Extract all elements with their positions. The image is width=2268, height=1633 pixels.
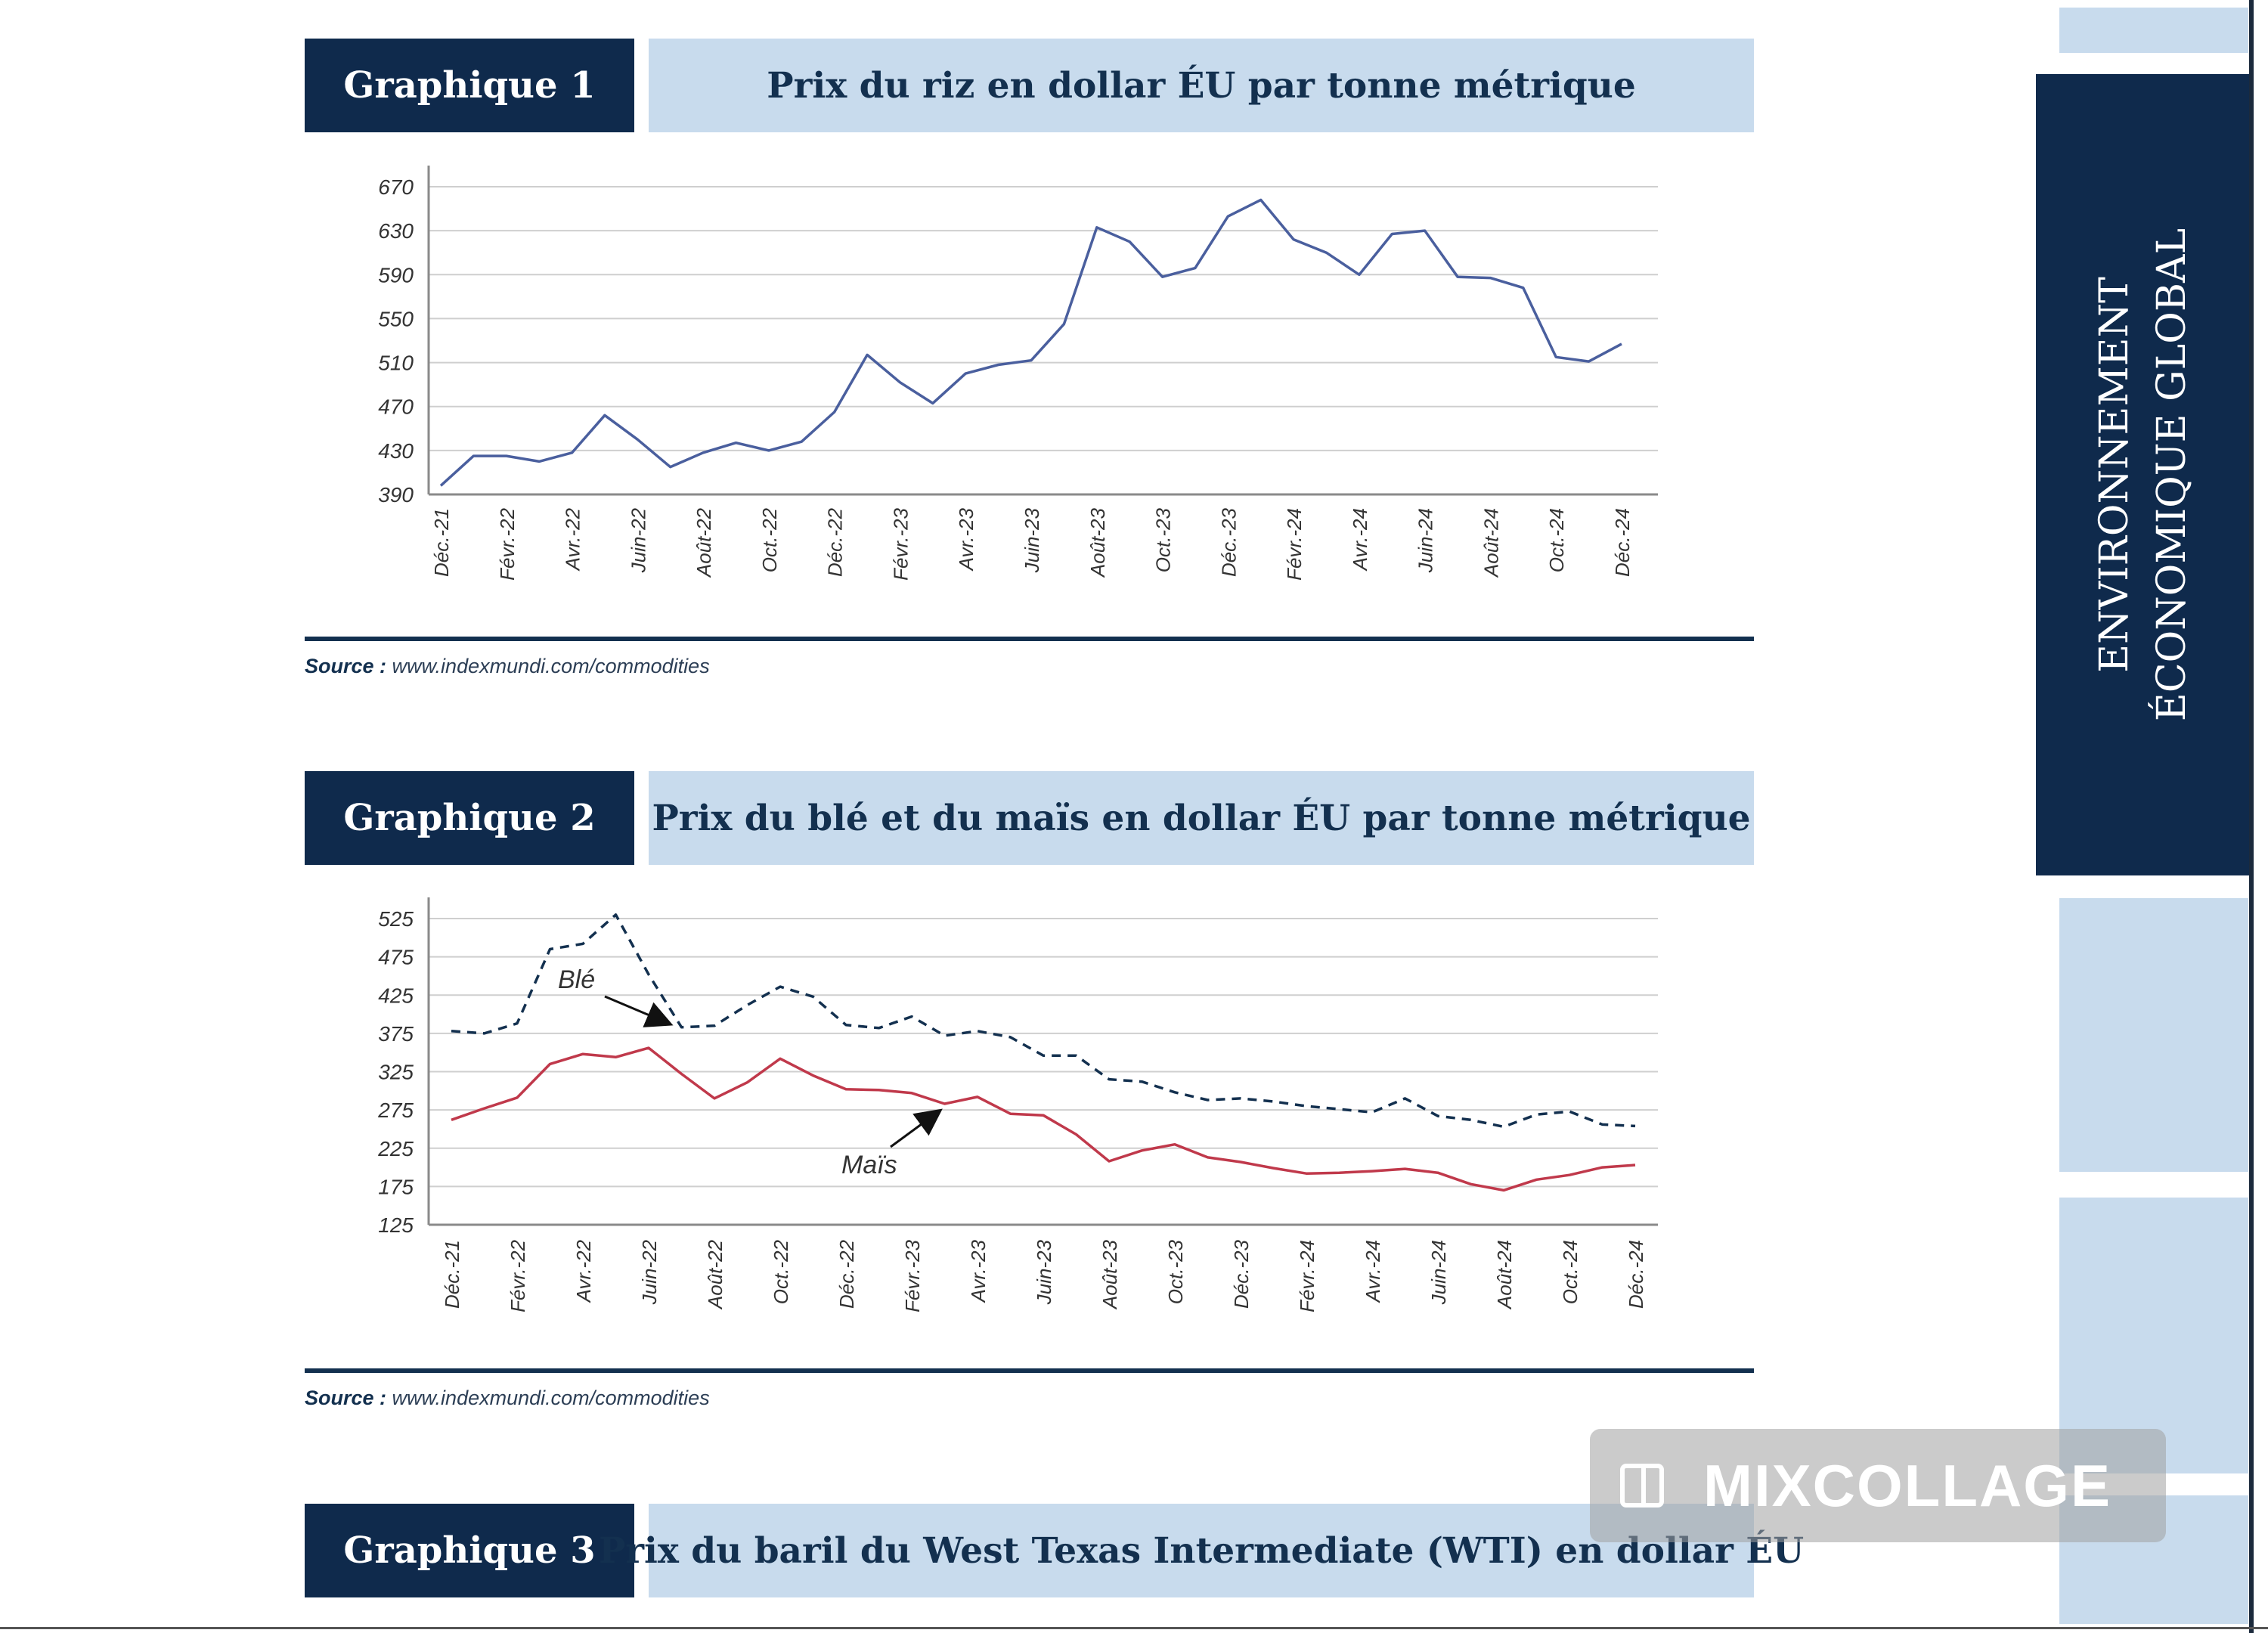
rice-x-tick-label: Juin-24 — [1414, 508, 1437, 573]
section-title-line1: ENVIRONNEMENT — [2092, 277, 2137, 673]
grain-series-mas — [451, 1046, 1636, 1192]
sidebar-tab-top — [2059, 8, 2248, 53]
rice-y-tick-label: 590 — [378, 263, 414, 287]
annotation-mais-label: Maïs — [841, 1151, 897, 1179]
annotation-ble-arrow — [604, 995, 674, 1027]
rice-x-tick-label: Févr.-24 — [1283, 508, 1306, 581]
section-sidebar: ENVIRONNEMENT ÉCONOMIQUE GLOBAL — [2036, 74, 2251, 875]
grain-x-tick-label: Août-22 — [704, 1239, 727, 1310]
grain-x-tick-label: Avr.-24 — [1362, 1240, 1384, 1303]
section-title-line2: ÉCONOMIQUE GLOBAL — [2149, 228, 2195, 722]
graph-2-label: Graphique 2 — [305, 771, 634, 865]
graph-3-label: Graphique 3 — [305, 1504, 634, 1597]
grain-x-tick-label: Avr.-23 — [967, 1239, 990, 1303]
grain-series-bl — [451, 913, 1636, 1129]
grain-x-tick-label: Oct.-23 — [1164, 1239, 1187, 1304]
grain-x-tick-label: Avr.-22 — [572, 1239, 595, 1303]
grain-x-tick-label: Déc.-22 — [835, 1239, 858, 1309]
rice-x-tick-label: Août-23 — [1086, 507, 1109, 578]
graph-1-header: Graphique 1 Prix du riz en dollar ÉU par… — [305, 39, 1754, 132]
grain-y-tick-label: 475 — [378, 946, 414, 969]
grain-x-tick-label: Févr.-23 — [901, 1239, 924, 1312]
grain-x-tick-label: Août-24 — [1493, 1240, 1516, 1310]
rice-y-tick-label: 670 — [378, 175, 414, 199]
rice-x-tick-label: Juin-23 — [1021, 507, 1043, 573]
rice-x-tick-label: Août-22 — [692, 507, 715, 578]
grain-y-tick-label: 175 — [378, 1175, 414, 1198]
graph-3-header: Graphique 3 Prix du baril du West Texas … — [305, 1504, 1804, 1597]
source-url: www.indexmundi.com/commodities — [392, 1387, 710, 1409]
grain-y-tick-label: 125 — [378, 1213, 414, 1237]
grain-x-tick-label: Déc.-23 — [1230, 1239, 1253, 1309]
source-url: www.indexmundi.com/commodities — [392, 655, 710, 677]
rice-x-tick-label: Déc.-21 — [430, 508, 453, 577]
chart-2-source: Source : www.indexmundi.com/commodities — [305, 1387, 710, 1410]
annotation-mais-arrow — [890, 1108, 943, 1148]
graph-2-title: Prix du blé et du maïs en dollar ÉU par … — [649, 771, 1754, 865]
graph-1-title: Prix du riz en dollar ÉU par tonne métri… — [649, 39, 1754, 132]
sidebar-edge-line — [2249, 0, 2254, 1633]
grain-x-tick-label: Févr.-24 — [1296, 1240, 1318, 1312]
grain-x-tick-label: Déc.-24 — [1625, 1240, 1647, 1309]
rice-x-tick-label: Déc.-24 — [1611, 508, 1634, 577]
grain-x-tick-label: Oct.-22 — [770, 1239, 792, 1304]
grain-x-tick-label: Juin-23 — [1033, 1239, 1055, 1305]
rice-y-tick-label: 510 — [378, 352, 414, 375]
rice-x-tick-label: Avr.-23 — [955, 507, 978, 572]
grain-y-tick-label: 275 — [377, 1098, 414, 1122]
rice-x-tick-label: Oct.-23 — [1152, 507, 1175, 572]
rice-y-tick-label: 550 — [378, 307, 414, 330]
rice-x-tick-label: Avr.-24 — [1349, 508, 1371, 572]
grain-y-tick-label: 225 — [377, 1137, 414, 1160]
collage-logo-icon — [1620, 1464, 1664, 1508]
annotation-ble-label: Blé — [558, 965, 595, 994]
rice-x-tick-label: Août-24 — [1479, 508, 1502, 578]
graph-2-header: Graphique 2 Prix du blé et du maïs en do… — [305, 771, 1754, 865]
source-label: Source : — [305, 1387, 387, 1409]
rice-series-line — [439, 198, 1622, 487]
rice-x-tick-label: Févr.-22 — [496, 507, 519, 580]
rice-y-tick-label: 470 — [378, 395, 414, 419]
sidebar-tab-2 — [2059, 898, 2248, 1172]
chart-1-source: Source : www.indexmundi.com/commodities — [305, 655, 710, 678]
rice-y-tick-label: 430 — [378, 439, 414, 463]
rice-x-tick-label: Déc.-23 — [1217, 507, 1240, 577]
watermark-text: MIXCOLLAGE — [1703, 1452, 2112, 1519]
section-title: ENVIRONNEMENT ÉCONOMIQUE GLOBAL — [2086, 228, 2201, 721]
watermark: MIXCOLLAGE — [1590, 1429, 2166, 1542]
grain-x-tick-label: Déc.-21 — [441, 1240, 463, 1309]
rice-x-tick-label: Févr.-23 — [889, 507, 912, 580]
bottom-border — [0, 1627, 2268, 1629]
sidebar-tab-3 — [2059, 1198, 2248, 1473]
grain-x-tick-label: Juin-22 — [638, 1239, 661, 1305]
rice-y-tick-label: 390 — [378, 483, 414, 507]
grain-y-tick-label: 325 — [378, 1061, 414, 1084]
grain-x-tick-label: Oct.-24 — [1559, 1240, 1582, 1304]
source-label: Source : — [305, 655, 387, 677]
grain-x-tick-label: Juin-24 — [1427, 1240, 1450, 1305]
grain-y-tick-label: 525 — [378, 907, 414, 931]
grain-x-tick-label: Févr.-22 — [507, 1239, 529, 1312]
grain-x-tick-label: Août-23 — [1098, 1239, 1121, 1310]
graph-3-title: Prix du baril du West Texas Intermediate… — [599, 1504, 1804, 1597]
rice-x-tick-label: Oct.-22 — [758, 507, 781, 572]
rice-x-tick-label: Déc.-22 — [824, 507, 847, 577]
rice-x-tick-label: Juin-22 — [627, 507, 649, 573]
grain-y-tick-label: 425 — [378, 984, 414, 1007]
rice-x-tick-label: Avr.-22 — [562, 507, 584, 572]
grain-y-tick-label: 375 — [378, 1022, 414, 1046]
chart-1-bottom-rule — [305, 637, 1754, 641]
rice-x-tick-label: Oct.-24 — [1545, 508, 1568, 572]
graph-1-label: Graphique 1 — [305, 39, 634, 132]
rice-y-tick-label: 630 — [378, 219, 414, 243]
chart-2-bottom-rule — [305, 1368, 1754, 1373]
